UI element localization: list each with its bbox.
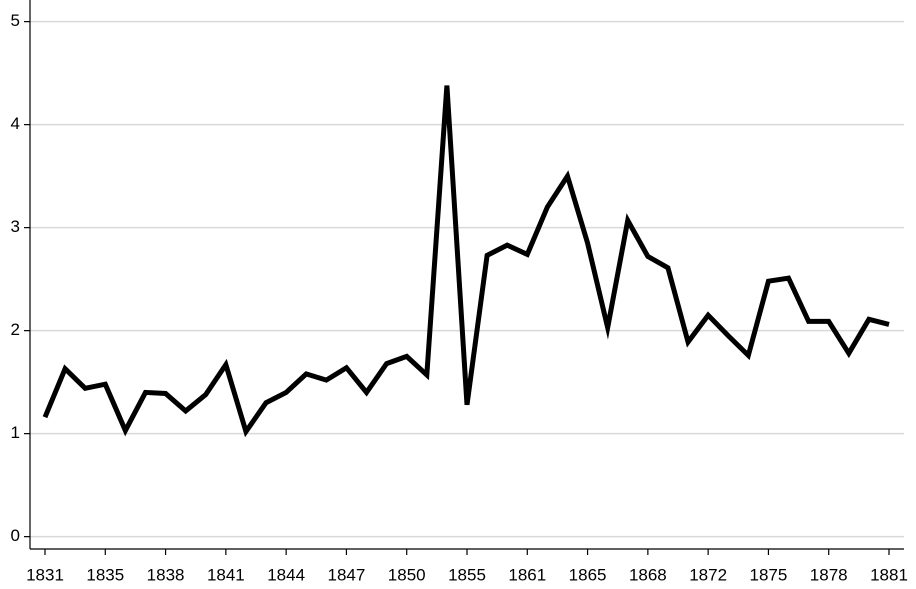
y-tick-label: 1 — [11, 423, 20, 442]
x-tick-label: 1855 — [448, 565, 486, 584]
x-tick-label: 1850 — [388, 565, 426, 584]
y-tick-label: 2 — [11, 320, 20, 339]
x-tick-label: 1847 — [328, 565, 366, 584]
y-tick-label: 3 — [11, 217, 20, 236]
x-tick-label: 1844 — [267, 565, 305, 584]
y-tick-label: 5 — [11, 11, 20, 30]
x-tick-label: 1831 — [26, 565, 64, 584]
x-tick-label: 1875 — [750, 565, 788, 584]
x-tick-label: 1868 — [629, 565, 667, 584]
x-tick-label: 1861 — [508, 565, 546, 584]
y-tick-label: 0 — [11, 526, 20, 545]
x-tick-label: 1838 — [147, 565, 185, 584]
x-tick-label: 1865 — [569, 565, 607, 584]
x-tick-label: 1835 — [86, 565, 124, 584]
x-tick-label: 1878 — [810, 565, 848, 584]
data-line — [42, 85, 890, 438]
x-tick-label: 1872 — [689, 565, 727, 584]
x-tick-label: 1841 — [207, 565, 245, 584]
y-tick-label: 4 — [11, 114, 20, 133]
x-tick-label: 1881 — [870, 565, 908, 584]
